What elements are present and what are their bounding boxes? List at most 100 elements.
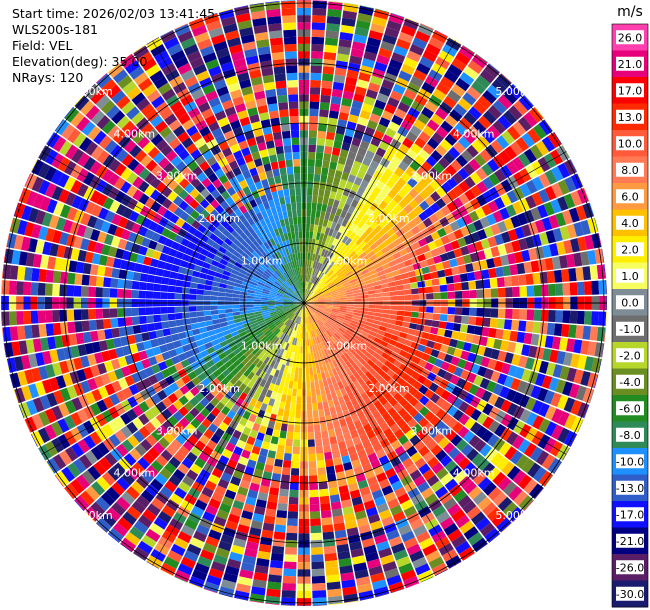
velocity-gate (512, 121, 527, 136)
velocity-gate (476, 250, 486, 261)
velocity-gate (208, 529, 222, 541)
velocity-gate (494, 168, 507, 183)
velocity-gate (398, 31, 414, 44)
velocity-gate (138, 290, 147, 299)
velocity-gate (338, 111, 349, 121)
velocity-gate (238, 374, 247, 383)
velocity-gate (80, 355, 90, 368)
velocity-gate (327, 429, 336, 438)
velocity-gate (225, 372, 235, 382)
velocity-gate (52, 454, 67, 470)
velocity-gate (434, 174, 447, 186)
velocity-gate (284, 445, 293, 454)
velocity-gate (360, 313, 368, 318)
velocity-gate (30, 159, 38, 173)
velocity-gate (122, 80, 137, 95)
velocity-gate (177, 531, 192, 544)
velocity-gate (191, 88, 205, 101)
velocity-gate (337, 286, 345, 291)
velocity-gate (110, 448, 123, 462)
velocity-gate (237, 486, 249, 497)
velocity-gate (169, 326, 178, 335)
velocity-gate (307, 309, 311, 316)
velocity-gate (390, 588, 405, 594)
velocity-gate (475, 425, 488, 439)
velocity-gate (146, 282, 155, 291)
velocity-gate (455, 51, 471, 66)
velocity-gate (269, 443, 278, 452)
velocity-gate (334, 374, 341, 383)
velocity-gate (466, 506, 482, 520)
velocity-gate (290, 304, 298, 308)
velocity-gate (396, 284, 404, 291)
velocity-gate (261, 307, 269, 311)
velocity-gate (282, 305, 290, 308)
velocity-gate (364, 351, 373, 359)
velocity-gate (382, 336, 391, 344)
velocity-gate (344, 360, 353, 369)
velocity-gate (469, 421, 482, 435)
velocity-gate (517, 439, 531, 454)
velocity-gate (288, 496, 299, 505)
velocity-gate (319, 416, 326, 425)
velocity-gate (339, 418, 347, 428)
velocity-gate (398, 451, 410, 463)
velocity-gate (422, 143, 435, 155)
velocity-gate (328, 228, 335, 237)
velocity-gate (425, 155, 438, 167)
velocity-gate (311, 303, 319, 306)
velocity-gate (188, 306, 197, 312)
velocity-gate (166, 255, 175, 264)
velocity-gate (194, 402, 205, 413)
velocity-gate (220, 396, 230, 406)
velocity-gate (381, 516, 395, 527)
velocity-gate (21, 205, 33, 221)
velocity-gate (314, 254, 319, 262)
velocity-gate (181, 137, 194, 149)
velocity-gate (197, 224, 207, 234)
velocity-gate (378, 219, 388, 229)
velocity-gate (287, 366, 293, 374)
velocity-gate (180, 556, 196, 569)
velocity-gate (403, 204, 414, 214)
velocity-gate (433, 306, 441, 314)
velocity-gate (416, 428, 428, 440)
velocity-gate (153, 314, 162, 323)
velocity-gate (325, 296, 333, 300)
velocity-gate (110, 144, 123, 158)
velocity-gate (416, 374, 427, 385)
velocity-gate (311, 202, 317, 211)
velocity-gate (307, 282, 311, 290)
velocity-gate (28, 353, 38, 368)
velocity-gate (13, 202, 19, 217)
velocity-gate (367, 265, 376, 272)
velocity-gate (477, 365, 488, 377)
velocity-gate (220, 533, 234, 545)
velocity-gate (64, 400, 77, 414)
velocity-gate (241, 472, 253, 483)
velocity-gate (56, 348, 66, 362)
velocity-gate (343, 352, 351, 361)
velocity-gate (250, 520, 263, 530)
velocity-gate (353, 466, 364, 476)
velocity-gate (265, 318, 273, 324)
velocity-gate (205, 536, 220, 548)
velocity-gate (299, 289, 303, 297)
velocity-gate (347, 151, 357, 161)
velocity-gate (227, 363, 236, 373)
velocity-gate (280, 481, 290, 490)
velocity-gate (293, 315, 298, 323)
velocity-gate (294, 275, 298, 283)
velocity-gate (161, 198, 173, 209)
velocity-gate (538, 188, 550, 204)
velocity-gate (151, 232, 161, 243)
velocity-gate (152, 151, 165, 164)
velocity-gate (204, 256, 213, 265)
velocity-gate (378, 396, 388, 406)
velocity-gate (265, 331, 273, 338)
velocity-gate (244, 275, 252, 281)
velocity-gate (197, 253, 207, 262)
velocity-gate (2, 326, 12, 342)
velocity-gate (13, 234, 24, 250)
velocity-gate (90, 446, 104, 461)
